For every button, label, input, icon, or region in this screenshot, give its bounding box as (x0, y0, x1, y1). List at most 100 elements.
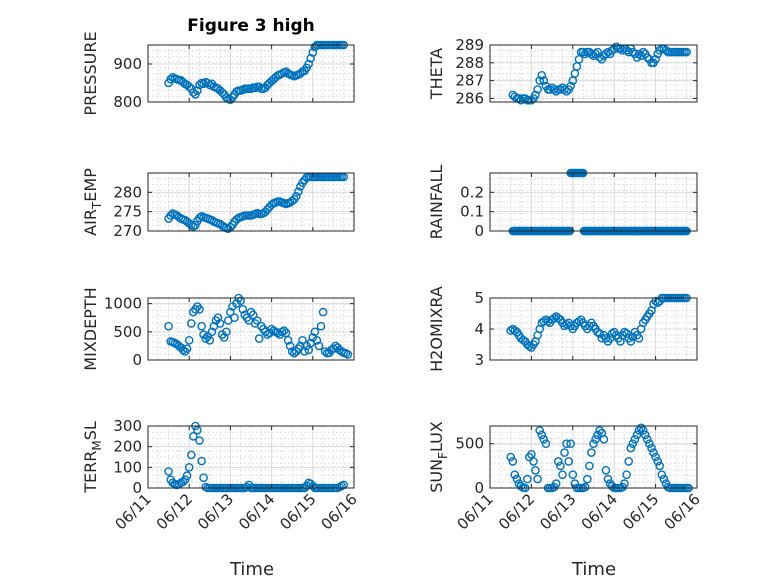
axes-box (147, 44, 355, 103)
data-point (263, 330, 272, 339)
data-point (164, 467, 173, 476)
data-point (314, 341, 324, 351)
figure-title: Figure 3 high (187, 16, 315, 36)
data-point (281, 328, 291, 338)
data-point (306, 54, 316, 63)
data-point (649, 448, 658, 457)
data-point (603, 47, 613, 57)
data-point (638, 47, 648, 57)
data-point (634, 49, 644, 59)
y-tick-label: 200 (113, 438, 142, 456)
data-point (568, 470, 578, 480)
data-point (551, 87, 561, 96)
y-tick-label: 0 (132, 479, 142, 497)
data-point (562, 87, 571, 96)
data-point (248, 310, 258, 320)
y-tick-label: 288 (455, 54, 484, 72)
data-point (188, 88, 198, 97)
data-point (516, 95, 526, 105)
data-point (510, 326, 520, 335)
data-point (193, 86, 202, 95)
data-point (624, 457, 634, 466)
y-tick-label: 286 (455, 89, 484, 107)
data-point (207, 327, 217, 337)
data-point (230, 313, 239, 323)
data-point (634, 426, 644, 435)
y-tick-label: 275 (113, 203, 142, 221)
data-point (566, 439, 576, 449)
data-point (556, 461, 565, 471)
data-point (285, 341, 295, 351)
data-point (580, 482, 590, 492)
y-tick-label: 3 (474, 351, 484, 369)
data-point (541, 439, 551, 449)
data-point (659, 474, 669, 484)
y-axis-label: THETA (427, 48, 446, 100)
data-point (645, 439, 654, 449)
data-point (199, 473, 208, 483)
data-point (184, 462, 194, 472)
x-axis-label-right: Time (571, 559, 616, 580)
data-point (298, 335, 307, 345)
data-point (304, 59, 314, 69)
y-tick-label: 1000 (104, 295, 142, 313)
data-point (525, 341, 534, 351)
y-tick-label: 0.1 (460, 203, 484, 221)
subplot-terr-msl: 010020030006/1106/1206/1306/1406/1506/16… (81, 417, 361, 533)
data-point (186, 220, 196, 230)
data-point (279, 326, 289, 336)
data-point (655, 461, 665, 471)
data-point (566, 81, 576, 91)
axes-box (147, 425, 355, 489)
data-point (634, 333, 644, 343)
data-point (186, 319, 196, 328)
x-tick-label: 06/15 (619, 490, 662, 533)
data-point (254, 334, 264, 343)
x-tick-label: 06/13 (194, 490, 237, 533)
data-point (166, 74, 175, 84)
data-point (554, 457, 563, 466)
data-point (655, 46, 665, 55)
data-point (620, 479, 629, 488)
data-point (578, 47, 588, 57)
data-point (533, 474, 542, 484)
data-point (653, 457, 663, 466)
subplot-sun-flux: 050006/1106/1206/1306/1406/1506/16SUNFLU… (427, 421, 704, 533)
data-point (622, 470, 631, 480)
data-point (657, 470, 667, 480)
data-point (612, 42, 621, 52)
data-point (591, 434, 600, 444)
data-point (508, 457, 518, 466)
data-point (539, 76, 549, 85)
data-point (164, 321, 173, 331)
data-point (533, 85, 542, 94)
data-point (510, 92, 520, 101)
data-point (551, 479, 561, 488)
data-point (320, 347, 330, 356)
subplot-h2omixra: 3 4 5 H2OMIXRA (427, 286, 698, 372)
data-point (197, 321, 206, 331)
y-tick-label: 800 (113, 93, 142, 111)
x-tick-label: 06/15 (276, 490, 319, 533)
data-point (178, 477, 188, 487)
y-axis-label: TERRMSL (81, 421, 104, 494)
data-point (572, 62, 582, 71)
data-point (219, 333, 229, 342)
y-tick-label: 300 (113, 417, 142, 435)
y-tick-label: 270 (113, 222, 142, 240)
data-point (626, 337, 636, 346)
data-point (558, 470, 567, 480)
data-point (601, 49, 611, 59)
data-point (182, 344, 192, 354)
data-point (252, 316, 262, 325)
data-point (638, 426, 648, 435)
x-tick-label: 06/12 (495, 490, 538, 533)
axes-box (147, 172, 355, 232)
y-axis-label: H2OMIXRA (427, 286, 446, 372)
y-axis-label: MIXDEPTH (81, 287, 100, 370)
data-point (535, 76, 545, 85)
data-point (643, 434, 652, 444)
